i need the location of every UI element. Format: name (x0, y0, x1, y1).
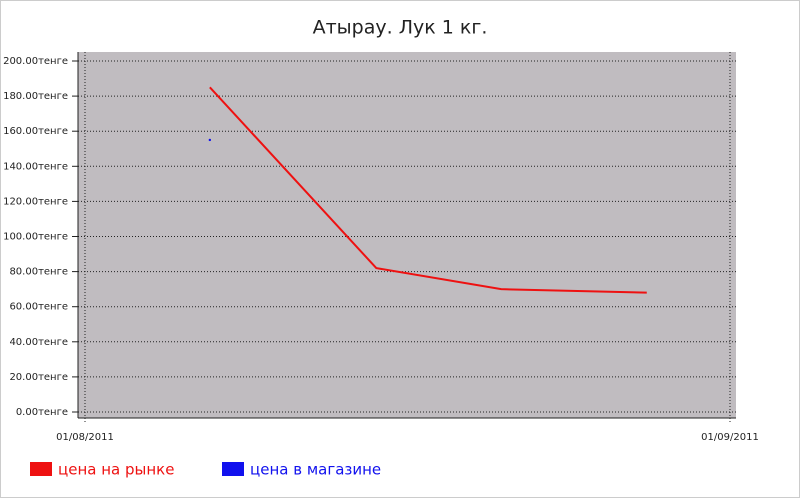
point (208, 138, 212, 142)
x-tick-label: 01/08/2011 (56, 432, 114, 443)
y-tick-label: 160.00тенге (3, 126, 68, 137)
y-tick-label: 140.00тенге (3, 161, 68, 172)
x-tick-label: 01/09/2011 (701, 432, 759, 443)
legend-label: цена в магазине (250, 461, 381, 479)
y-tick-label: 40.00тенге (9, 337, 68, 348)
y-tick-label: 100.00тенге (3, 232, 68, 243)
legend-swatch (30, 462, 52, 476)
y-tick-label: 180.00тенге (3, 91, 68, 102)
y-tick-label: 200.00тенге (3, 56, 68, 67)
y-tick-label: 60.00тенге (9, 302, 68, 313)
plot-area (78, 52, 736, 418)
y-tick-label: 80.00тенге (9, 267, 68, 278)
legend-label: цена на рынке (58, 461, 174, 479)
line (209, 86, 647, 294)
y-tick-label: 120.00тенге (3, 196, 68, 207)
y-tick-label: 20.00тенге (9, 372, 68, 383)
chart-title: Атырау. Лук 1 кг. (313, 17, 488, 39)
legend-swatch (222, 462, 244, 476)
y-tick-label: 0.00тенге (16, 407, 68, 418)
